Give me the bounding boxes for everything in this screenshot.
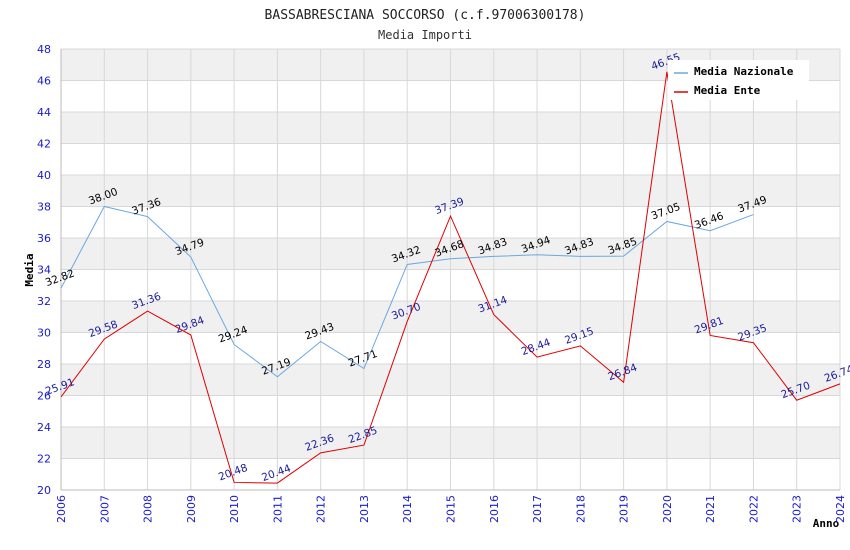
x-tick-label: 2012 bbox=[315, 495, 328, 523]
chart-subtitle: Media Importi bbox=[378, 28, 472, 42]
y-tick-label: 42 bbox=[37, 138, 51, 151]
x-tick-label: 2006 bbox=[55, 495, 68, 523]
x-tick-label: 2017 bbox=[531, 495, 544, 523]
y-tick-label: 34 bbox=[37, 264, 51, 277]
gridlines bbox=[60, 48, 841, 491]
x-axis-title: Anno bbox=[813, 517, 840, 530]
y-tick-label: 44 bbox=[37, 106, 51, 119]
x-tick-label: 2019 bbox=[618, 495, 631, 523]
x-tick-label: 2020 bbox=[661, 495, 674, 523]
legend-box bbox=[668, 60, 809, 100]
x-tick-label: 2015 bbox=[445, 495, 458, 523]
x-tick-label: 2018 bbox=[574, 495, 587, 523]
x-tick-label: 2007 bbox=[98, 495, 111, 523]
x-tick-label: 2022 bbox=[747, 495, 760, 523]
y-tick-label: 40 bbox=[37, 169, 51, 182]
x-tick-label: 2009 bbox=[185, 495, 198, 523]
y-tick-label: 24 bbox=[37, 421, 51, 434]
x-tick-label: 2016 bbox=[488, 495, 501, 523]
x-tick-label: 2010 bbox=[228, 495, 241, 523]
x-tick-label: 2008 bbox=[142, 495, 155, 523]
legend-label-media-ente: Media Ente bbox=[694, 84, 761, 97]
x-tick-label: 2013 bbox=[358, 495, 371, 523]
y-tick-label: 30 bbox=[37, 327, 51, 340]
legend-label-media-nazionale: Media Nazionale bbox=[694, 65, 794, 78]
x-tick-label: 2021 bbox=[704, 495, 717, 523]
x-axis-ticks: 2006 2007 2008 2009 2010 2011 2012 2013 2014 2015… bbox=[55, 495, 847, 523]
y-tick-label: 46 bbox=[37, 75, 51, 88]
y-tick-label: 26 bbox=[37, 390, 51, 403]
legend: Media Nazionale Media Ente bbox=[668, 60, 809, 100]
y-axis-title: Media bbox=[23, 253, 36, 286]
x-tick-label: 2023 bbox=[791, 495, 804, 523]
x-tick-label: 2011 bbox=[271, 495, 284, 523]
y-tick-label: 32 bbox=[37, 295, 51, 308]
y-tick-label: 38 bbox=[37, 201, 51, 214]
x-tick-label: 2024 bbox=[834, 495, 847, 523]
y-tick-label: 36 bbox=[37, 232, 51, 245]
x-tick-label: 2014 bbox=[401, 495, 414, 523]
y-tick-label: 20 bbox=[37, 484, 51, 497]
chart-title: BASSABRESCIANA SOCCORSO (c.f.97006300178… bbox=[265, 8, 586, 23]
y-tick-label: 48 bbox=[37, 43, 51, 56]
series-line-media-nazionale bbox=[60, 205, 754, 378]
series-line-media-ente bbox=[60, 71, 841, 484]
y-tick-label: 28 bbox=[37, 358, 51, 371]
y-tick-label: 22 bbox=[37, 453, 51, 466]
y-axis-ticks: 20 22 24 26 28 30 32 34 36 38 40 42 44 46 48 bbox=[37, 43, 51, 497]
series-lines bbox=[60, 71, 841, 484]
